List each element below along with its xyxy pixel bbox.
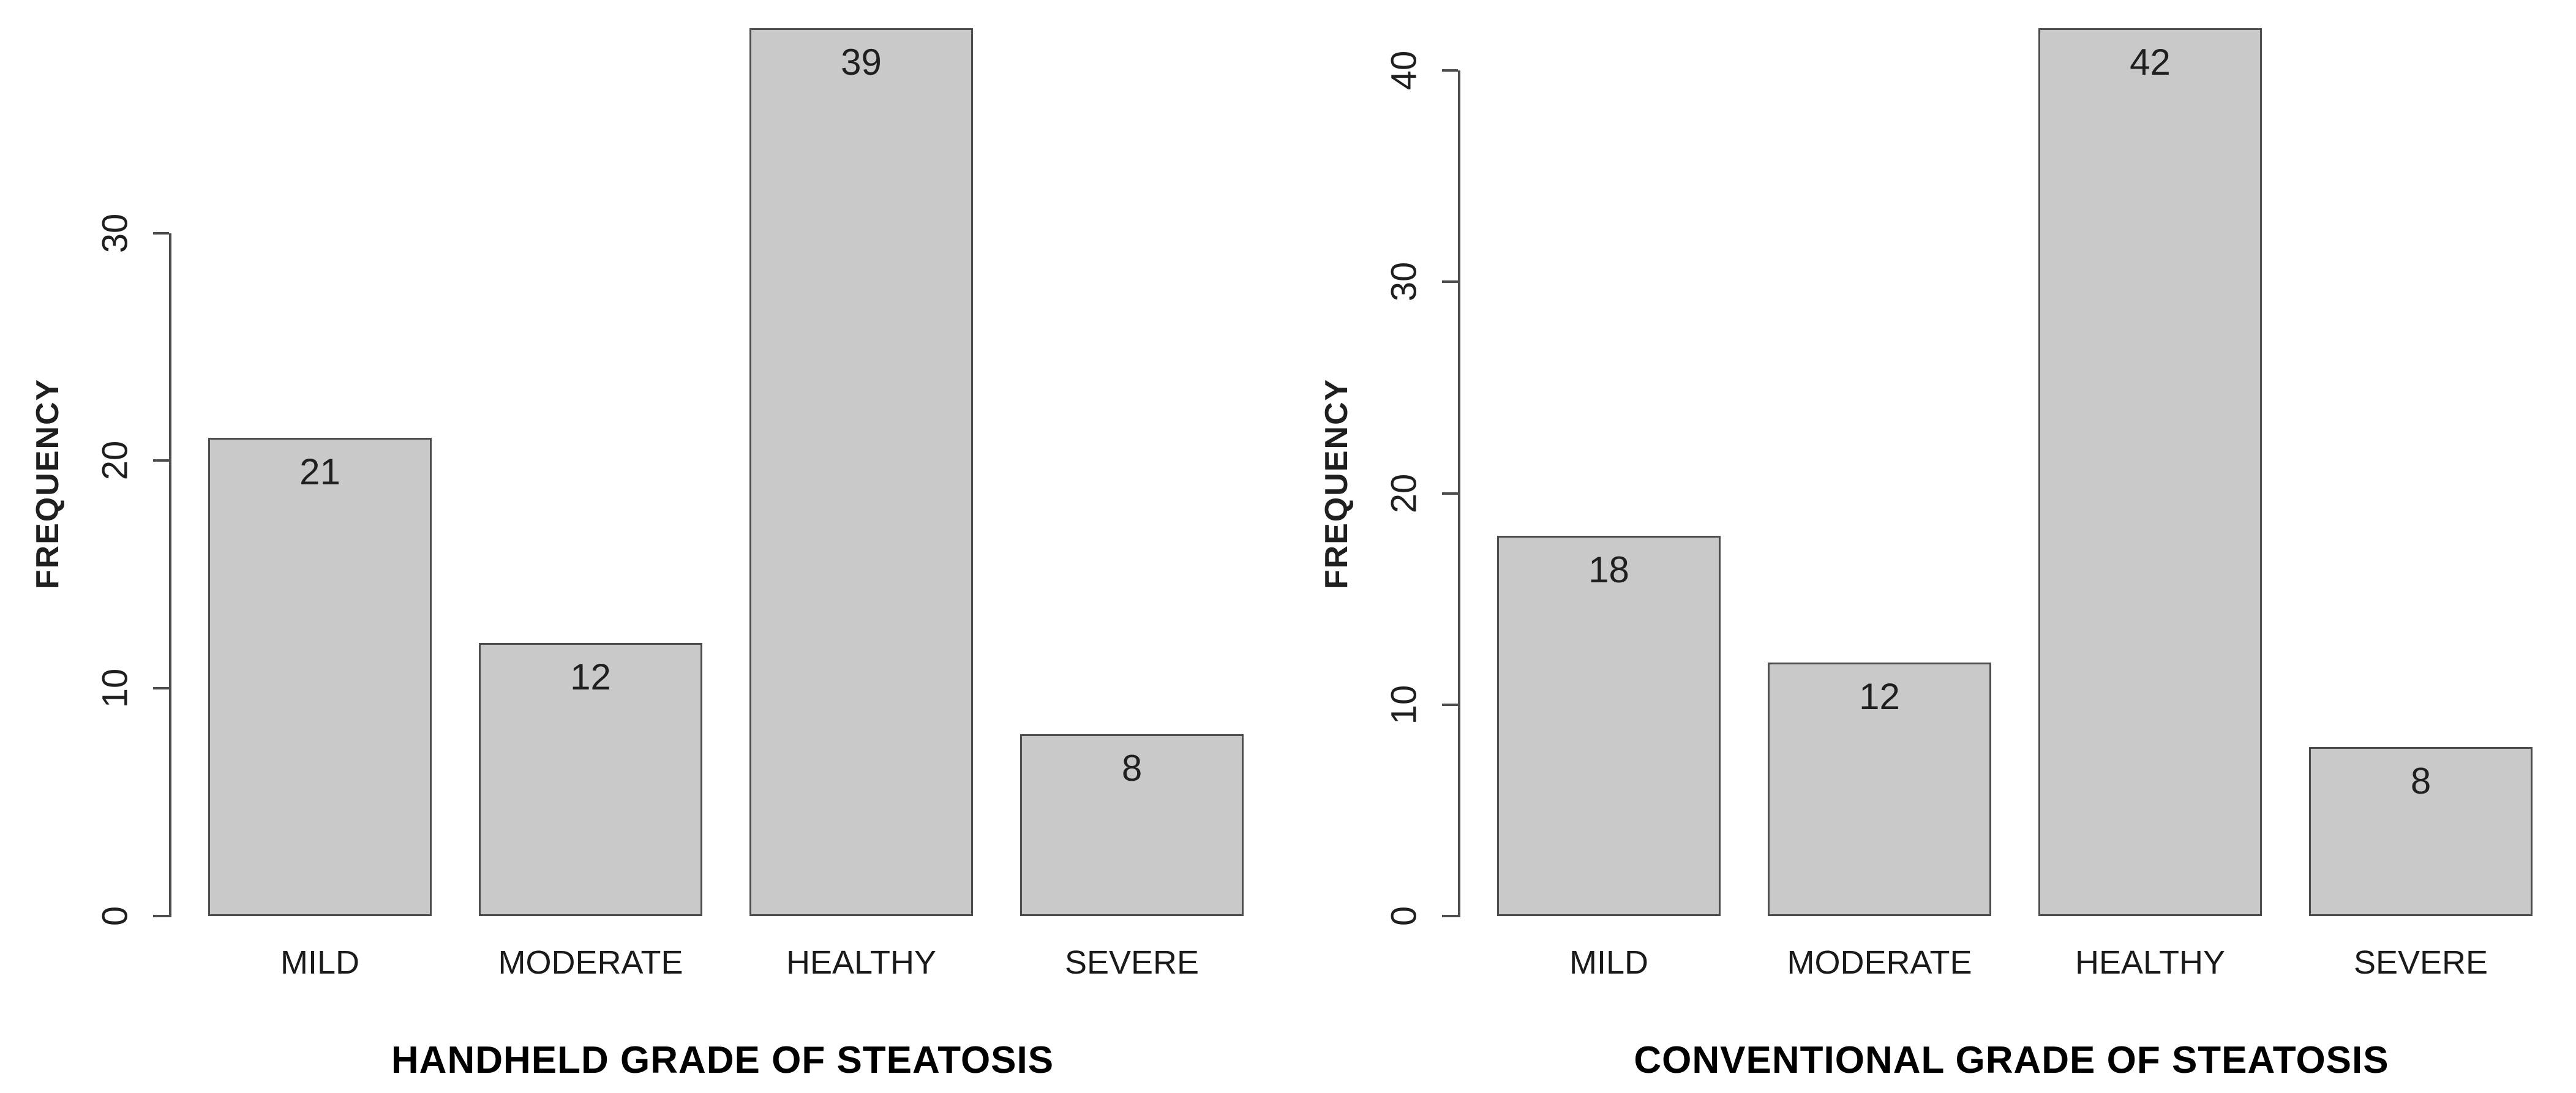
x-category-label: HEALTHY	[786, 944, 937, 981]
bar-value-label: 39	[841, 42, 882, 83]
y-tick-label: 20	[95, 441, 135, 481]
bar-value-label: 12	[570, 656, 611, 697]
bar	[749, 28, 973, 916]
y-tick-label: 40	[1384, 50, 1424, 91]
x-category-label: MILD	[280, 944, 359, 981]
bar	[2309, 746, 2533, 916]
x-category-label: SEVERE	[1064, 944, 1200, 981]
bar	[479, 642, 702, 916]
y-axis-label: FREQUENCY	[1319, 378, 1354, 590]
y-tick-label: 30	[95, 213, 135, 253]
x-category-label: HEALTHY	[2075, 944, 2226, 981]
bar-value-label: 42	[2130, 42, 2171, 83]
y-tick-mark	[1442, 915, 1458, 917]
y-tick-mark	[153, 687, 169, 690]
bar-value-label: 21	[299, 451, 340, 493]
bar-value-label: 12	[1859, 675, 1900, 717]
x-axis-title: CONVENTIONAL GRADE OF STEATOSIS	[1634, 1039, 2389, 1081]
bar	[208, 438, 432, 916]
y-tick-label: 30	[1384, 262, 1424, 302]
y-tick-label: 0	[95, 906, 135, 926]
y-axis-line	[169, 233, 171, 917]
y-tick-label: 10	[1384, 685, 1424, 725]
y-tick-label: 0	[1384, 906, 1424, 926]
y-tick-mark	[1442, 280, 1458, 284]
bar-value-label: 8	[1121, 747, 1143, 789]
plot-area: 0 10 20 30 40 18 MILD 12 MODERATE 42 HEALTHY 8 SEVER…	[1384, 28, 2563, 980]
bar-value-label: 18	[1588, 549, 1629, 590]
x-axis-title: HANDHELD GRADE OF STEATOSIS	[391, 1039, 1054, 1081]
x-category-label: SEVERE	[2353, 944, 2488, 981]
bar	[1497, 535, 1721, 916]
plot-area: 0 10 20 30 21 MILD 12 MODERATE 39 HEALTHY 8 SEVERE	[96, 28, 1274, 980]
y-tick-mark	[1442, 703, 1458, 706]
bar	[2038, 28, 2262, 916]
bar	[1020, 734, 1244, 916]
y-tick-label: 20	[1384, 473, 1424, 513]
x-category-label: MODERATE	[498, 944, 683, 981]
y-tick-mark	[153, 915, 169, 917]
conventional-steatosis-chart: FREQUENCY 0 10 20 30 40 18 MILD 12 MODERATE 42 HEA…	[1289, 0, 2575, 1093]
y-tick-mark	[1442, 492, 1458, 495]
bar	[1768, 662, 1991, 916]
x-category-label: MODERATE	[1787, 944, 1972, 981]
y-axis-label: FREQUENCY	[30, 378, 66, 590]
bar-value-label: 8	[2410, 760, 2431, 802]
y-tick-mark	[153, 459, 169, 462]
handheld-steatosis-chart: FREQUENCY 0 10 20 30 21 MILD 12 MODERATE 39 HEALT…	[0, 0, 1286, 1093]
y-tick-mark	[153, 231, 169, 235]
y-axis-line	[1458, 70, 1460, 917]
x-category-label: MILD	[1569, 944, 1648, 981]
y-tick-mark	[1442, 69, 1458, 72]
y-tick-label: 10	[95, 668, 135, 708]
